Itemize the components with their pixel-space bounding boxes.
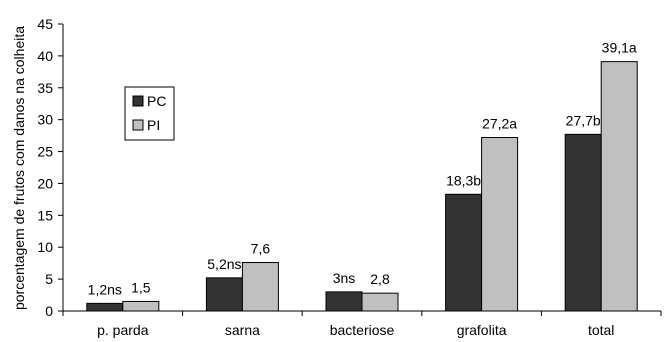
y-axis-title: porcentagem de frutos com danos na colhe… <box>11 26 27 310</box>
bar-pc <box>325 291 363 312</box>
bar-data-label: 2,8 <box>370 271 390 287</box>
bar-data-label: 27,7b <box>566 112 601 128</box>
legend-label-pc: PC <box>147 93 166 109</box>
x-tick-label: total <box>588 322 614 338</box>
bar-pc <box>445 193 483 312</box>
y-tick-label: 10 <box>37 239 53 255</box>
bar-data-label: 3ns <box>333 270 356 286</box>
y-tick-label: 35 <box>37 80 53 96</box>
x-tick-label: sarna <box>225 322 260 338</box>
bar-pc <box>205 277 243 312</box>
y-tick-label: 25 <box>37 144 53 160</box>
bar-data-label: 1,5 <box>131 279 151 295</box>
bars-group <box>86 61 638 312</box>
legend: PC PI <box>124 86 175 141</box>
bar-pi <box>361 292 399 312</box>
y-tick-label: 15 <box>37 207 53 223</box>
bar-pi <box>600 61 638 312</box>
bar-pc <box>86 302 124 312</box>
bar-pi <box>481 137 519 312</box>
y-tick-label: 40 <box>37 48 53 64</box>
bar-pi <box>122 300 160 312</box>
legend-swatch-pc <box>132 95 144 107</box>
y-tick-label: 45 <box>37 16 53 32</box>
y-tick-label: 30 <box>37 112 53 128</box>
y-axis: 0 5 10 15 20 25 30 35 40 45 <box>37 16 64 319</box>
y-tick-label: 0 <box>45 303 53 319</box>
bar-data-label: 18,3b <box>446 172 481 188</box>
bar-labels-group: 1,2ns 1,5 5,2ns 7,6 3ns 2,8 18,3b 27,2a 27,7b 39,… <box>88 40 637 298</box>
bar-data-label: 7,6 <box>251 241 271 257</box>
x-tick-label: grafolita <box>457 322 507 338</box>
bar-data-label: 27,2a <box>482 116 517 132</box>
x-tick-label: p. parda <box>97 322 149 338</box>
legend-swatch-pi <box>132 119 144 131</box>
y-tick-label: 20 <box>37 175 53 191</box>
bar-data-label: 1,2ns <box>88 281 122 297</box>
bar-pi <box>241 262 279 312</box>
bar-data-label: 39,1a <box>602 40 637 56</box>
y-tick-label: 5 <box>45 271 53 287</box>
x-tick-label: bacteriose <box>330 322 395 338</box>
legend-label-pi: PI <box>147 117 160 133</box>
x-axis: p. parda sarna bacteriose grafolita total <box>62 310 662 338</box>
bar-pc <box>564 133 602 312</box>
bar-data-label: 5,2ns <box>207 256 241 272</box>
